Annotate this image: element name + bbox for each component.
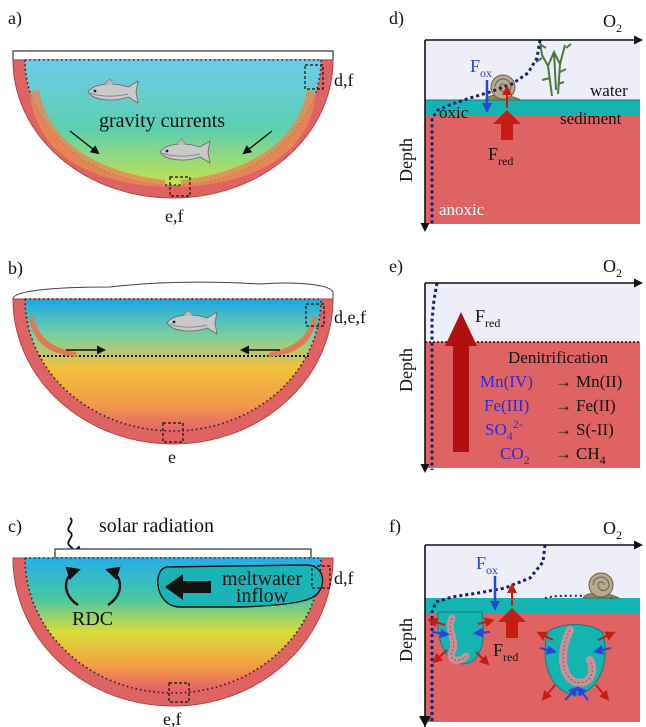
panel-f: f) O2 Dep	[389, 516, 643, 727]
convection-cell-right	[105, 566, 122, 607]
denitrification-label: Denitrification	[508, 348, 609, 367]
arrow-right-current	[242, 130, 273, 155]
gravity-current-left	[30, 90, 165, 187]
ice-cover	[54, 548, 312, 559]
zoom-label: e,f	[163, 709, 181, 727]
depth-label: Depth	[396, 138, 416, 182]
reaction-rhs: Fe(II)	[576, 396, 616, 415]
gravity-current-left	[29, 316, 78, 357]
panel-b-label: b)	[8, 258, 23, 279]
reaction-rhs: S(-II)	[576, 420, 614, 439]
o2-label: O2	[603, 518, 622, 542]
meltwater-label: meltwater	[222, 568, 302, 590]
rdc-label: RDC	[72, 608, 113, 630]
f-red-arrow	[493, 110, 521, 140]
lake-water	[25, 299, 321, 431]
gravity-current-right	[268, 316, 317, 357]
oxic-layer	[425, 598, 640, 614]
panel-b: b) d,e,f e	[8, 258, 366, 467]
zoom-label: d,f	[334, 568, 354, 588]
panel-e: e) O2 Depth Fred Denitrification Mn(IV) …	[389, 256, 643, 473]
panel-a: a) gravity currents d,f e,f	[8, 8, 354, 226]
reaction-rhs: CH4	[576, 444, 606, 467]
burrow-flux-arrows	[427, 617, 616, 701]
reaction-fe: Fe(III) → Fe(II)	[484, 396, 616, 415]
oxygen-profile-curve	[430, 544, 547, 722]
panel-e-label: e)	[389, 256, 403, 277]
zoom-box-e-f	[168, 682, 190, 703]
reaction-lhs: CO2	[500, 444, 530, 467]
convection-cell-left	[64, 566, 81, 607]
f-red-label: Fred	[475, 306, 500, 330]
f-red-label: Fred	[493, 640, 518, 664]
reaction-rhs: Mn(II)	[576, 372, 622, 391]
panel-c: c) solar radiation RDC meltwater inflow …	[8, 515, 354, 727]
oxycline-dotted-line	[24, 298, 322, 432]
f-red-label: Fred	[488, 144, 513, 168]
reaction-arrow: →	[555, 396, 572, 415]
panel-f-label: f)	[389, 516, 401, 537]
panel-a-label: a)	[8, 8, 22, 29]
oxygen-profile-curve	[430, 282, 439, 470]
anoxic-label: anoxic	[439, 200, 485, 219]
reaction-lhs: SO42-	[485, 417, 523, 443]
gravity-current-right	[181, 90, 316, 187]
plant-icon	[539, 41, 566, 97]
reaction-lhs: Mn(IV)	[480, 372, 533, 391]
snow-ice-cover	[12, 281, 334, 300]
zoom-label: d,f	[334, 70, 354, 90]
zoom-label: d,e,f	[334, 307, 366, 327]
reaction-arrow: →	[555, 444, 572, 463]
solar-radiation-arrow	[67, 517, 85, 561]
panel-d: d) O2 Depth Fox Fred oxic water sediment…	[389, 8, 643, 232]
o2-label: O2	[603, 256, 622, 280]
f-ox-label: Fox	[476, 553, 498, 577]
zoom-box-d-f	[304, 64, 324, 90]
inflow-label: inflow	[236, 585, 289, 607]
meltwater-inflow-shape	[157, 564, 324, 608]
o2-label: O2	[603, 11, 622, 35]
reaction-arrow: →	[555, 420, 572, 439]
gravity-currents-label: gravity currents	[99, 110, 225, 132]
sediment-label: sediment	[560, 109, 622, 128]
depth-label: Depth	[396, 618, 416, 662]
panel-d-label: d)	[389, 8, 404, 29]
ice-cover	[12, 50, 334, 61]
zoom-box-e-f	[169, 176, 191, 197]
zoom-label: e	[168, 447, 176, 467]
reaction-arrow: →	[555, 372, 572, 391]
reaction-lhs: Fe(III)	[484, 396, 529, 415]
depth-label: Depth	[396, 348, 416, 392]
reaction-co2: CO2 → CH4	[500, 444, 606, 467]
arrow-left-current	[69, 130, 100, 155]
zoom-box-e	[162, 422, 184, 443]
reaction-mn: Mn(IV) → Mn(II)	[480, 372, 622, 391]
solar-radiation-label: solar radiation	[99, 515, 214, 537]
oxic-layer	[425, 100, 640, 116]
panel-c-label: c)	[8, 516, 22, 537]
zoom-label: e,f	[165, 206, 183, 226]
f-ox-label: Fox	[470, 56, 492, 80]
f-red-arrow	[498, 608, 526, 638]
f-red-arrow	[445, 312, 477, 452]
sediment-layer	[425, 116, 640, 224]
water-label: water	[590, 81, 628, 100]
oxic-label: oxic	[439, 103, 469, 122]
oxygen-profile-curve	[430, 39, 542, 224]
reaction-so4: SO42- → S(-II)	[485, 417, 614, 443]
meltwater-arrow-icon	[165, 574, 211, 600]
water-column	[425, 40, 640, 100]
